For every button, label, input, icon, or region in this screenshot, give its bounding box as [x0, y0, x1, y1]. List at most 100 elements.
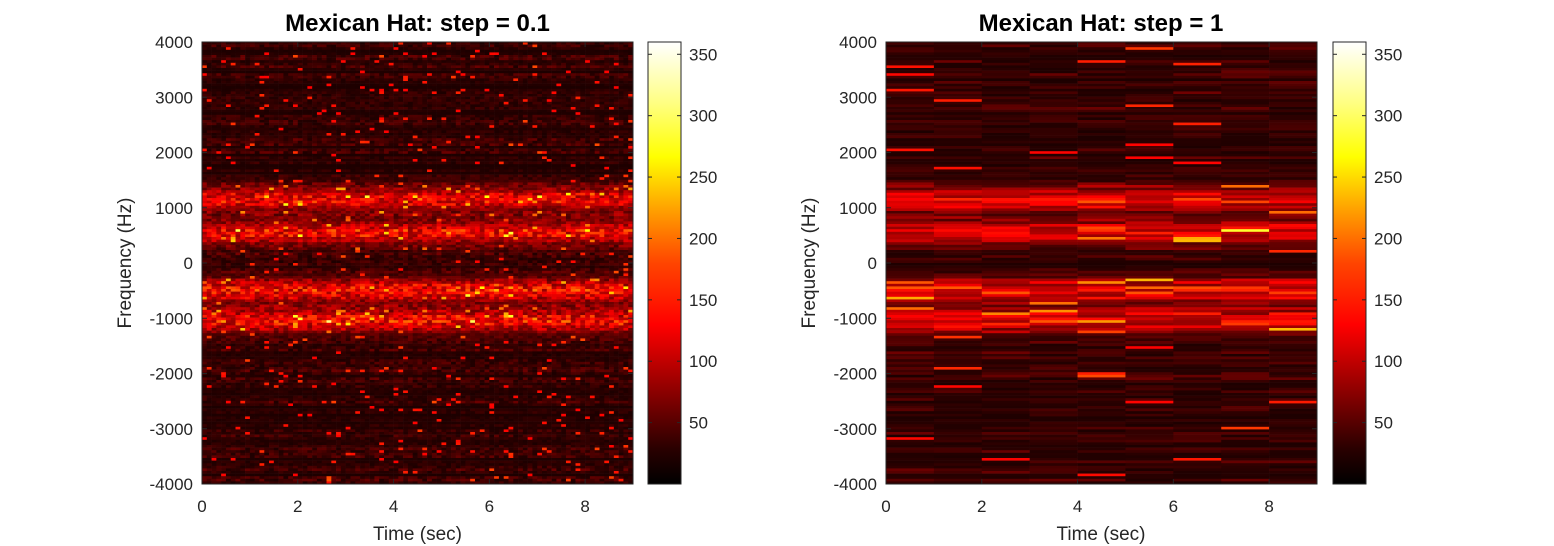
- heatmap-cell: [345, 164, 351, 168]
- heatmap-cell: [628, 81, 634, 84]
- heatmap-cell: [273, 138, 279, 142]
- heatmap-cell: [374, 120, 380, 123]
- heatmap-cell: [427, 114, 433, 118]
- heatmap-cell: [383, 151, 390, 155]
- heatmap-cell: [360, 117, 366, 121]
- heatmap-cell: [556, 78, 562, 82]
- heatmap-cell: [455, 143, 461, 147]
- heatmap-cell: [393, 135, 399, 139]
- heatmap-cell: [225, 130, 232, 134]
- heatmap-cell: [489, 130, 495, 134]
- heatmap-cell: [254, 130, 260, 134]
- heatmap-cell: [503, 42, 509, 45]
- heatmap-cell: [202, 117, 208, 121]
- heatmap-cell: [613, 88, 619, 92]
- heatmap-cell: [465, 81, 471, 84]
- heatmap-cell: [379, 127, 385, 131]
- heatmap-cell: [527, 138, 533, 142]
- heatmap-cell: [580, 94, 586, 97]
- heatmap-cell: [455, 169, 461, 173]
- heatmap-cell: [211, 70, 217, 74]
- heatmap-cell: [518, 179, 524, 183]
- heatmap-cell: [398, 107, 404, 110]
- heatmap-cell: [393, 44, 399, 48]
- heatmap-cell: [628, 42, 634, 45]
- heatmap-cell: [613, 73, 619, 77]
- heatmap-cell: [269, 107, 275, 110]
- heatmap-cell: [336, 140, 342, 144]
- heatmap-cell: [297, 148, 303, 152]
- heatmap-cell: [336, 133, 342, 136]
- heatmap-cell: [589, 169, 595, 173]
- heatmap-cell: [259, 78, 265, 82]
- heatmap-cell: [585, 68, 591, 71]
- heatmap-cell: [484, 143, 490, 147]
- heatmap-cell: [302, 68, 308, 71]
- heatmap-cell: [489, 91, 495, 95]
- heatmap-cell: [369, 44, 375, 48]
- heatmap-cell: [546, 148, 552, 152]
- heatmap-cell: [202, 62, 208, 66]
- heatmap-cell: [206, 49, 212, 53]
- heatmap-cell: [460, 146, 466, 149]
- heatmap-cell: [561, 91, 567, 95]
- heatmap-cell: [565, 148, 572, 152]
- heatmap-cell: [259, 52, 265, 56]
- heatmap-cell: [575, 133, 581, 136]
- heatmap-cell: [211, 177, 217, 181]
- heatmap-cell: [206, 122, 212, 126]
- heatmap-cell: [302, 140, 308, 144]
- heatmap-cell: [273, 133, 279, 136]
- heatmap-cell: [379, 78, 385, 82]
- heatmap-cell: [474, 122, 481, 126]
- heatmap-cell: [302, 112, 308, 116]
- heatmap-cell: [532, 148, 538, 152]
- heatmap-cell: [474, 164, 481, 168]
- heatmap-cell: [393, 68, 399, 71]
- heatmap-cell: [345, 169, 351, 173]
- heatmap-cell: [288, 81, 294, 84]
- heatmap-cell: [355, 169, 361, 173]
- heatmap-cell: [360, 164, 366, 168]
- heatmap-cell: [580, 104, 586, 108]
- heatmap-cell: [417, 151, 423, 155]
- heatmap-cell: [585, 96, 591, 100]
- heatmap-cell: [278, 104, 284, 108]
- heatmap-cell: [503, 125, 509, 129]
- heatmap-cell: [422, 109, 428, 113]
- heatmap-cell: [302, 172, 308, 175]
- heatmap-cell: [297, 135, 303, 139]
- heatmap-cell: [254, 52, 260, 56]
- heatmap-cell: [202, 174, 208, 178]
- heatmap-cell: [542, 70, 548, 74]
- heatmap-cell: [431, 75, 437, 79]
- heatmap-cell: [412, 62, 418, 66]
- heatmap-cell: [283, 52, 289, 56]
- heatmap-cell: [427, 122, 433, 126]
- heatmap-cell: [326, 107, 332, 110]
- heatmap-cell: [259, 114, 265, 118]
- heatmap-cell: [451, 112, 457, 116]
- heatmap-cell: [316, 146, 323, 149]
- heatmap-cell: [470, 148, 476, 152]
- heatmap-cell: [403, 117, 409, 121]
- heatmap-cell: [211, 159, 217, 162]
- heatmap-cell: [369, 65, 375, 69]
- heatmap-cell: [269, 151, 275, 155]
- heatmap-cell: [470, 120, 476, 123]
- heatmap-cell: [436, 161, 442, 165]
- heatmap-cell: [221, 57, 227, 61]
- heatmap-cell: [407, 179, 414, 183]
- heatmap-cell: [398, 130, 404, 134]
- heatmap-cell: [225, 161, 232, 165]
- heatmap-cell: [355, 148, 361, 152]
- heatmap-cell: [345, 55, 351, 58]
- heatmap-cell: [522, 122, 528, 126]
- heatmap-cell: [288, 73, 294, 77]
- heatmap-cell: [350, 143, 356, 147]
- heatmap-cell: [503, 177, 509, 181]
- heatmap-cell: [618, 107, 624, 110]
- heatmap-cell: [508, 73, 514, 77]
- heatmap-cell: [484, 44, 490, 48]
- heatmap-cell: [575, 156, 581, 160]
